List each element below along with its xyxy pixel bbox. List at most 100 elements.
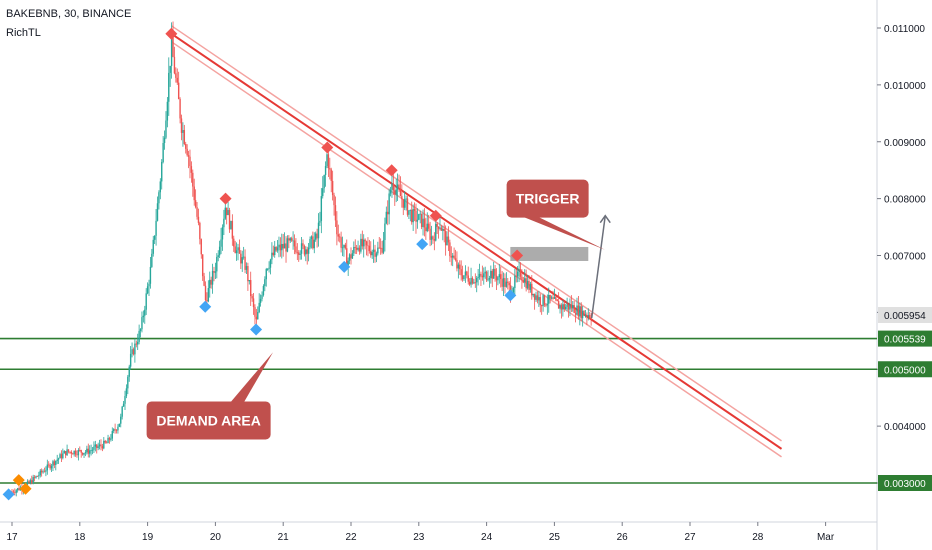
- candle-body: [39, 470, 41, 476]
- candle-body: [292, 240, 294, 242]
- candle-body: [128, 366, 130, 377]
- candle-body: [207, 288, 210, 302]
- candle-body: [507, 281, 509, 283]
- candle-body: [309, 239, 311, 248]
- candle-body: [484, 271, 486, 274]
- candle-body: [77, 450, 80, 456]
- candle-body: [580, 306, 582, 319]
- candle-body: [176, 77, 178, 83]
- candle-body: [247, 266, 249, 282]
- candle-body: [56, 459, 58, 461]
- buy-signal-marker: [2, 488, 15, 501]
- candle-body: [399, 188, 402, 197]
- candle-body: [293, 240, 296, 247]
- candle-body: [411, 209, 413, 223]
- candle-body: [67, 449, 70, 452]
- x-tick-label: 22: [345, 532, 357, 543]
- candle-body: [460, 269, 462, 276]
- candle-body: [590, 317, 592, 320]
- candle-body: [15, 490, 17, 493]
- candle-body: [148, 283, 150, 287]
- candle-body: [73, 450, 75, 455]
- candle-body: [118, 423, 121, 427]
- candle-body: [377, 247, 379, 254]
- projection-arrowhead: [599, 214, 611, 224]
- candle-body: [80, 450, 82, 453]
- candle-body: [254, 307, 256, 317]
- candle-body: [88, 450, 91, 454]
- candle-body: [186, 148, 188, 156]
- candle-body: [440, 227, 443, 231]
- candle-body: [101, 446, 104, 449]
- candle-body: [500, 274, 502, 280]
- sell-signal-marker: [511, 249, 524, 262]
- candle-body: [209, 279, 211, 289]
- candle-body: [266, 268, 269, 270]
- candle-body: [55, 460, 57, 465]
- candle-body: [344, 244, 347, 249]
- candle-body: [351, 253, 354, 259]
- candle-body: [203, 276, 205, 286]
- candle-body: [262, 286, 265, 296]
- candle-body: [364, 239, 366, 242]
- projection-arrow: [590, 215, 606, 319]
- candle-body: [177, 82, 180, 100]
- candle-body: [576, 305, 578, 315]
- x-tick-label: 27: [684, 532, 696, 543]
- candle-body: [87, 448, 89, 454]
- candle-body: [514, 275, 516, 289]
- sell-signal-marker: [219, 192, 232, 205]
- candle-body: [487, 279, 489, 281]
- candle-body: [214, 271, 217, 273]
- candle-body: [52, 461, 54, 466]
- trendline-upper-band: [170, 25, 782, 442]
- candle-body: [98, 444, 101, 447]
- candle-body: [556, 299, 558, 302]
- candle-body: [250, 280, 252, 297]
- candle-body: [316, 233, 318, 239]
- candle-body: [447, 236, 450, 243]
- candle-body: [524, 278, 526, 283]
- candle-body: [470, 277, 472, 285]
- candle-body: [248, 280, 250, 282]
- candle-body: [521, 276, 523, 281]
- candle-body: [415, 210, 417, 222]
- candle-body: [457, 264, 460, 269]
- candle-body: [152, 239, 154, 254]
- candle-body: [522, 280, 525, 283]
- candle-body: [468, 281, 471, 285]
- candle-body: [217, 255, 219, 257]
- price-tag-label: 0.005539: [884, 335, 926, 346]
- candle-body: [412, 208, 414, 223]
- candle-body: [528, 280, 530, 290]
- candle-body: [201, 254, 204, 277]
- candle-body: [531, 283, 533, 296]
- candle-body: [257, 312, 259, 320]
- candle-body: [162, 142, 164, 163]
- candle-body: [265, 269, 267, 280]
- price-tag-label: 0.005954: [884, 311, 926, 322]
- candle-body: [330, 169, 332, 181]
- candle-body: [557, 301, 560, 309]
- candle-body: [29, 480, 32, 483]
- candle-body: [463, 275, 465, 280]
- candle-body: [105, 442, 108, 444]
- candle-body: [372, 249, 375, 252]
- candle-body: [83, 453, 85, 455]
- candle-body: [100, 444, 102, 447]
- y-tick-label: 0.011000: [884, 24, 925, 35]
- candle-body: [276, 247, 279, 251]
- candle-body: [516, 271, 519, 277]
- candle-body: [398, 184, 400, 189]
- candle-body: [163, 137, 166, 143]
- plot-area: [0, 0, 877, 522]
- candle-body: [501, 279, 503, 287]
- candle-body: [416, 219, 419, 222]
- candle-body: [577, 305, 580, 317]
- candle-body: [185, 143, 187, 149]
- candle-body: [79, 450, 81, 451]
- candle-body: [583, 310, 585, 316]
- candle-body: [515, 275, 517, 277]
- candle-body: [285, 243, 287, 252]
